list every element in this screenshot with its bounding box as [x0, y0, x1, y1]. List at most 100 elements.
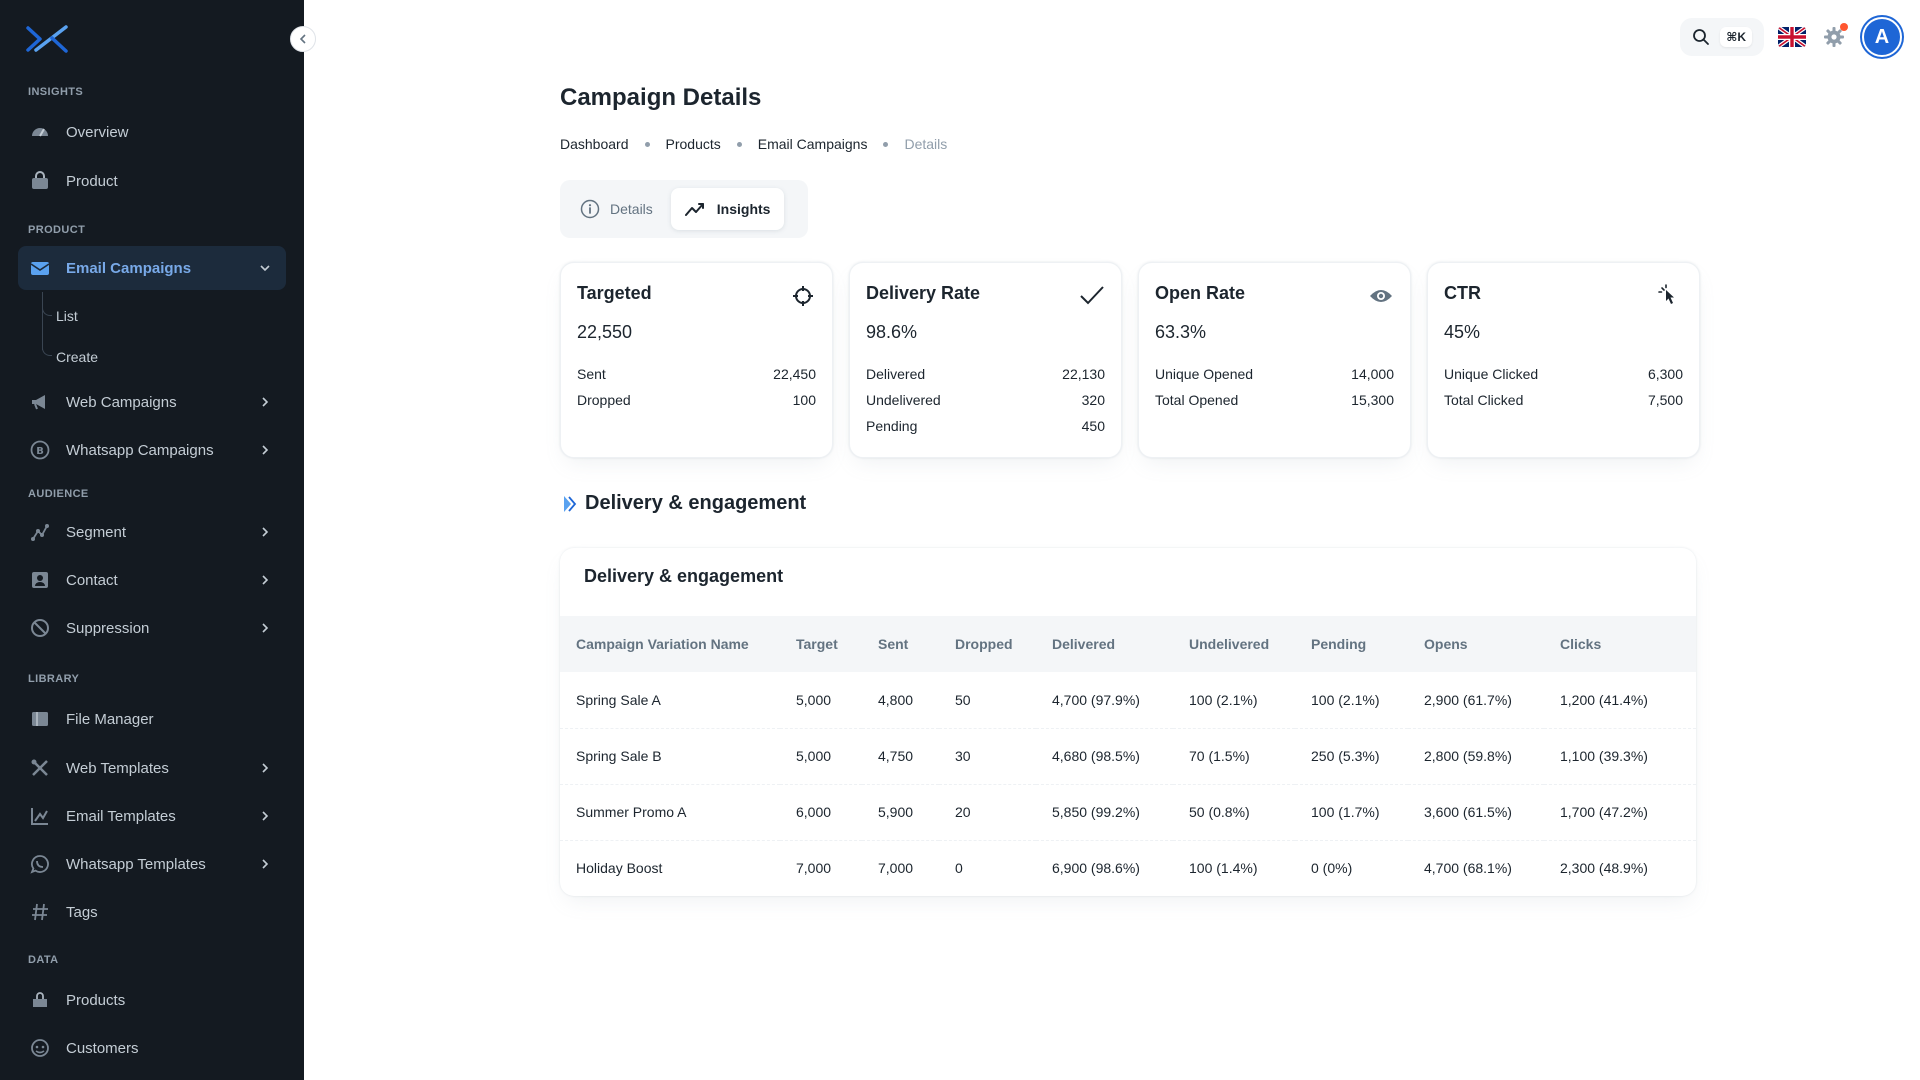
sidebar-item-label: Products: [66, 991, 126, 1009]
chevron-right-icon[interactable]: [258, 525, 272, 539]
sidebar-item-products[interactable]: Products: [18, 978, 286, 1022]
card-row: Unique Opened 14,000: [1155, 366, 1394, 382]
tab-details[interactable]: Details: [566, 188, 667, 230]
chevron-right-icon[interactable]: [258, 761, 272, 775]
section-title-insights: INSIGHTS: [28, 86, 84, 98]
breadcrumb-email-campaigns[interactable]: Email Campaigns: [757, 136, 868, 152]
chevron-right-icon[interactable]: [258, 857, 272, 871]
column-header[interactable]: Undelivered: [1189, 636, 1270, 652]
column-header[interactable]: Clicks: [1560, 636, 1602, 652]
sidebar: INSIGHTS Overview Product PRODUCT Email …: [0, 0, 304, 1080]
checkmark-icon: [1079, 283, 1105, 309]
sidebar-subitem-create[interactable]: Create: [56, 349, 99, 365]
card-row: Total Opened 15,300: [1155, 392, 1394, 408]
column-header[interactable]: Target: [796, 636, 838, 652]
notification-dot: [1840, 23, 1848, 31]
tab-label: Details: [610, 201, 653, 217]
column-header[interactable]: Opens: [1424, 636, 1468, 652]
breadcrumb-details: Details: [904, 136, 948, 152]
section-title-product: PRODUCT: [28, 224, 86, 236]
column-header[interactable]: Delivered: [1052, 636, 1116, 652]
search-button[interactable]: ⌘K: [1680, 18, 1764, 56]
sidebar-item-email-templates[interactable]: Email Templates: [18, 794, 286, 838]
sidebar-item-contact[interactable]: Contact: [18, 558, 286, 602]
breadcrumb-products[interactable]: Products: [665, 136, 721, 152]
table-title: Delivery & engagement: [584, 566, 784, 586]
delivery-engagement-table: Campaign Variation Name Target Sent Drop…: [560, 616, 1696, 896]
sidebar-item-email-campaigns[interactable]: Email Campaigns: [18, 246, 286, 290]
sidebar-item-whatsapp-templates[interactable]: Whatsapp Templates: [18, 842, 286, 886]
chevron-right-icon[interactable]: [258, 809, 272, 823]
sidebar-item-web-templates[interactable]: Web Templates: [18, 746, 286, 790]
sidebar-item-file-manager[interactable]: File Manager: [18, 697, 286, 741]
sidebar-item-product[interactable]: Product: [18, 159, 286, 203]
column-header[interactable]: Dropped: [955, 636, 1013, 652]
table-row[interactable]: Summer Promo A 6,000 5,900 20 5,850 (99.2%)…: [560, 784, 1696, 841]
chevron-right-icon[interactable]: [258, 443, 272, 457]
sidebar-item-web-campaigns[interactable]: Web Campaigns: [18, 380, 286, 424]
info-circle-icon: [580, 199, 600, 219]
card-row: Delivered 22,130: [866, 366, 1105, 382]
gear-icon: [1824, 27, 1844, 47]
stat-card-targeted: Targeted 22,550 Sent 22,450 Dropped 100: [560, 262, 833, 458]
table-row[interactable]: Spring Sale A 5,000 4,800 50 4,700 (97.9%) 1…: [560, 672, 1696, 729]
section-heading-delivery: Delivery & engagement: [563, 492, 806, 515]
card-row: Sent 22,450: [577, 366, 816, 382]
sidebar-item-label: Segment: [66, 523, 127, 541]
tab-bar: Details Insights: [560, 180, 808, 238]
sidebar-item-tags[interactable]: Tags: [18, 890, 286, 934]
column-header[interactable]: Campaign Variation Name: [576, 636, 749, 652]
column-header[interactable]: Sent: [878, 636, 909, 652]
submenu-branch: [42, 306, 52, 316]
settings-button[interactable]: [1820, 23, 1848, 51]
card-row: Unique Clicked 6,300: [1444, 366, 1683, 382]
sidebar-item-label: File Manager: [66, 710, 154, 728]
chevron-right-icon[interactable]: [258, 573, 272, 587]
sidebar-item-label: Product: [66, 172, 118, 190]
search-icon: [1693, 29, 1710, 45]
delivery-engagement-card: Delivery & engagement Campaign Variation…: [560, 548, 1696, 896]
chevron-right-icon[interactable]: [258, 621, 272, 635]
chevron-down-icon[interactable]: [258, 261, 272, 275]
sidebar-item-segment[interactable]: Segment: [18, 510, 286, 554]
sidebar-item-label: Customers: [66, 1039, 139, 1057]
sidebar-item-label: Contact: [66, 571, 118, 589]
column-header[interactable]: Pending: [1311, 636, 1367, 652]
eye-icon: [1368, 283, 1394, 309]
sidebar-item-whatsapp-campaigns[interactable]: B Whatsapp Campaigns: [18, 428, 286, 472]
segment-graph-icon: [28, 520, 52, 544]
sidebar-item-suppression[interactable]: Suppression: [18, 606, 286, 650]
sidebar-collapse-button[interactable]: [290, 26, 316, 52]
block-icon: [28, 616, 52, 640]
card-value: 45%: [1444, 322, 1481, 342]
sidebar-subitem-list[interactable]: List: [56, 308, 78, 324]
customer-face-icon: [28, 1036, 52, 1060]
crosshair-icon: [790, 283, 816, 309]
breadcrumb-separator: [644, 141, 650, 147]
cube-icon: [28, 988, 52, 1012]
card-title: Targeted: [577, 283, 652, 303]
sidebar-item-customers[interactable]: Customers: [18, 1026, 286, 1070]
sidebar-item-label: Web Templates: [66, 759, 169, 777]
table-row[interactable]: Holiday Boost 7,000 7,000 0 6,900 (98.6%) 10…: [576, 860, 1648, 877]
breadcrumb-separator: [883, 141, 889, 147]
chart-ruler-icon: [28, 804, 52, 828]
breadcrumb-dashboard[interactable]: Dashboard: [560, 136, 629, 152]
sidebar-item-label: Tags: [66, 903, 98, 921]
contact-card-icon: [28, 568, 52, 592]
sidebar-item-overview[interactable]: Overview: [18, 110, 286, 154]
stat-card-open-rate: Open Rate 63.3% Unique Opened 14,000 Tota…: [1138, 262, 1411, 458]
submenu-line: [42, 292, 43, 350]
card-title: Delivery Rate: [866, 283, 981, 303]
bold-b-icon: B: [28, 438, 52, 462]
sidebar-item-label: Whatsapp Campaigns: [66, 441, 214, 459]
logo-icon[interactable]: [26, 24, 70, 54]
tab-insights[interactable]: Insights: [670, 188, 785, 230]
chevron-left-icon: [299, 34, 306, 44]
card-row: Pending 450: [866, 418, 1105, 434]
language-flag-button[interactable]: [1778, 27, 1806, 47]
chevron-right-icon[interactable]: [258, 395, 272, 409]
sidebar-item-label: Suppression: [66, 619, 150, 637]
table-row[interactable]: Spring Sale B 5,000 4,750 30 4,680 (98.5%) 7…: [560, 728, 1696, 785]
user-avatar-button[interactable]: A: [1862, 17, 1902, 57]
